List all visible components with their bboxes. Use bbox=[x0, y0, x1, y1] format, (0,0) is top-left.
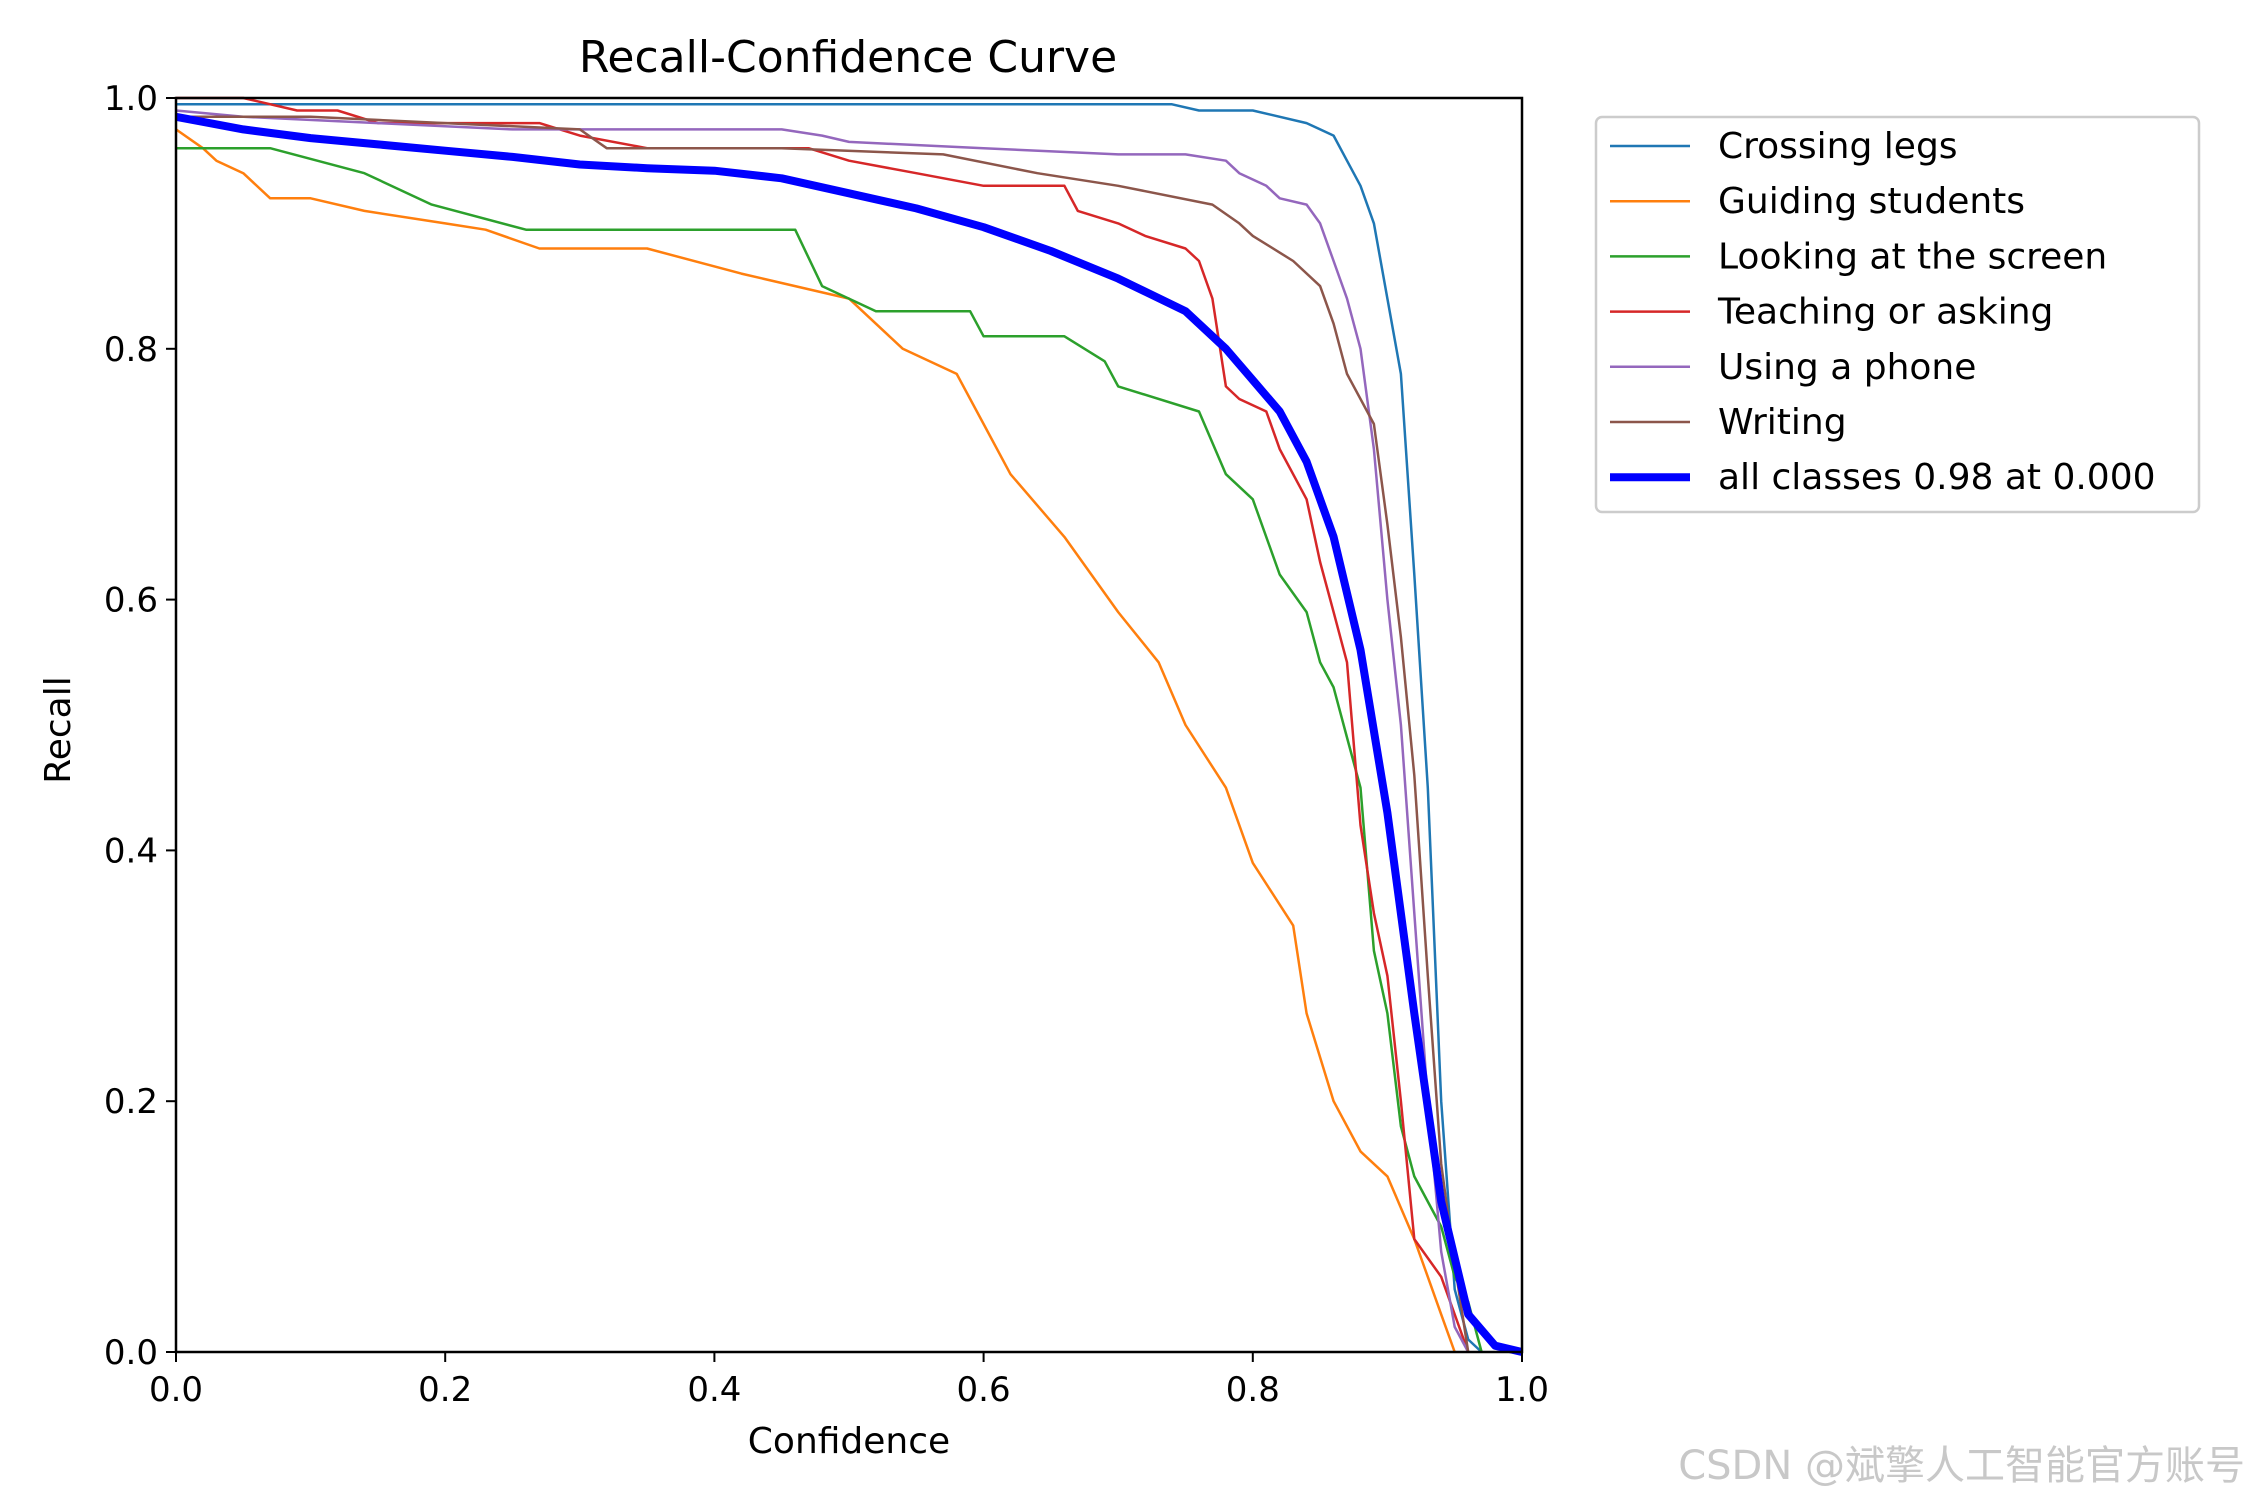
x-tick-label: 0.0 bbox=[149, 1370, 203, 1410]
legend: Crossing legs Guiding students Looking at … bbox=[1594, 115, 2201, 514]
legend-label-teaching-or-asking: Teaching or asking bbox=[1717, 292, 2053, 333]
y-tick-label: 0.8 bbox=[104, 330, 158, 370]
plot-area bbox=[176, 98, 1522, 1352]
y-tick-label: 0.6 bbox=[104, 581, 158, 621]
series-line-teaching-or-asking bbox=[176, 96, 1470, 1353]
watermark: CSDN @斌擎人工智能官方账号 bbox=[1678, 1443, 2245, 1489]
chart-title: Recall-Confidence Curve bbox=[579, 32, 1117, 83]
y-axis-label: Recall bbox=[38, 676, 79, 783]
plot-frame bbox=[174, 96, 1524, 1354]
series-line-crossing-legs bbox=[176, 103, 1483, 1353]
series-line-looking-at-the-screen bbox=[176, 146, 1483, 1353]
y-tick-label: 0.2 bbox=[104, 1082, 158, 1122]
legend-label-using-a-phone: Using a phone bbox=[1718, 347, 1976, 388]
legend-label-crossing-legs: Crossing legs bbox=[1718, 126, 1958, 167]
legend-label-all-classes-0-98-at-0-000: all classes 0.98 at 0.000 bbox=[1718, 457, 2156, 498]
x-tick-label: 0.2 bbox=[418, 1370, 472, 1410]
x-tick-label: 0.4 bbox=[687, 1370, 741, 1410]
series-line-all-classes-0-98-at-0-000 bbox=[175, 112, 1523, 1356]
y-tick-label: 1.0 bbox=[104, 79, 158, 119]
x-tick-label: 0.6 bbox=[957, 1370, 1011, 1410]
series-line-writing bbox=[176, 115, 1470, 1353]
y-tick-label: 0.4 bbox=[104, 831, 158, 871]
series-line-guiding-students bbox=[175, 128, 1456, 1353]
x-tick-label: 0.8 bbox=[1226, 1370, 1280, 1410]
legend-label-looking-at-the-screen: Looking at the screen bbox=[1718, 236, 2107, 277]
x-axis-label: Confidence bbox=[748, 1421, 950, 1462]
series-line-using-a-phone bbox=[175, 109, 1470, 1353]
y-tick-label: 0.0 bbox=[104, 1333, 158, 1373]
y-axis-ticks: 0.0 0.2 0.4 0.6 0.8 1.0 bbox=[104, 79, 176, 1373]
legend-label-writing: Writing bbox=[1718, 402, 1847, 443]
x-tick-label: 1.0 bbox=[1495, 1370, 1549, 1410]
legend-label-guiding-students: Guiding students bbox=[1718, 181, 2025, 222]
series-layer bbox=[175, 96, 1523, 1356]
legend-frame bbox=[1594, 115, 2201, 514]
x-axis-ticks: 0.0 0.2 0.4 0.6 0.8 1.0 bbox=[149, 1352, 1549, 1410]
